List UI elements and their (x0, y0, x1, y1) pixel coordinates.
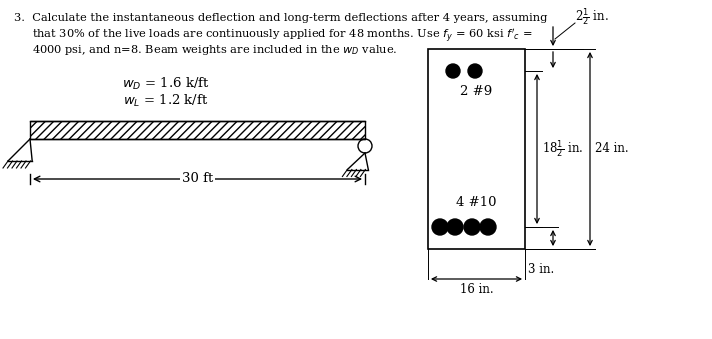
Text: 4000 psi, and n=8. Beam weights are included in the $w_D$ value.: 4000 psi, and n=8. Beam weights are incl… (14, 43, 397, 57)
Circle shape (468, 64, 482, 78)
Text: 3.  Calculate the instantaneous deflection and long-term deflections after 4 yea: 3. Calculate the instantaneous deflectio… (14, 13, 548, 23)
Text: 2$\frac{1}{2}$ in.: 2$\frac{1}{2}$ in. (575, 6, 609, 28)
Text: that 30% of the live loads are continuously applied for 48 months. Use $f_y$ = 6: that 30% of the live loads are continuou… (14, 28, 533, 45)
Circle shape (446, 64, 460, 78)
Text: $w_L$ = 1.2 k/ft: $w_L$ = 1.2 k/ft (123, 93, 209, 109)
Circle shape (447, 219, 463, 235)
Text: 30 ft: 30 ft (182, 173, 213, 185)
Text: 24 in.: 24 in. (595, 142, 629, 156)
Text: $w_D$ = 1.6 k/ft: $w_D$ = 1.6 k/ft (122, 76, 210, 92)
Text: 16 in.: 16 in. (460, 283, 493, 296)
Bar (428, 49, 525, 249)
Circle shape (480, 219, 496, 235)
Text: 2 #9: 2 #9 (461, 85, 493, 98)
Text: 3 in.: 3 in. (528, 263, 554, 276)
Circle shape (464, 219, 480, 235)
Circle shape (432, 219, 448, 235)
Text: 18$\frac{1}{2}$ in.: 18$\frac{1}{2}$ in. (542, 138, 583, 160)
Bar (30, 121, 365, 139)
Text: 4 #10: 4 #10 (456, 196, 497, 209)
